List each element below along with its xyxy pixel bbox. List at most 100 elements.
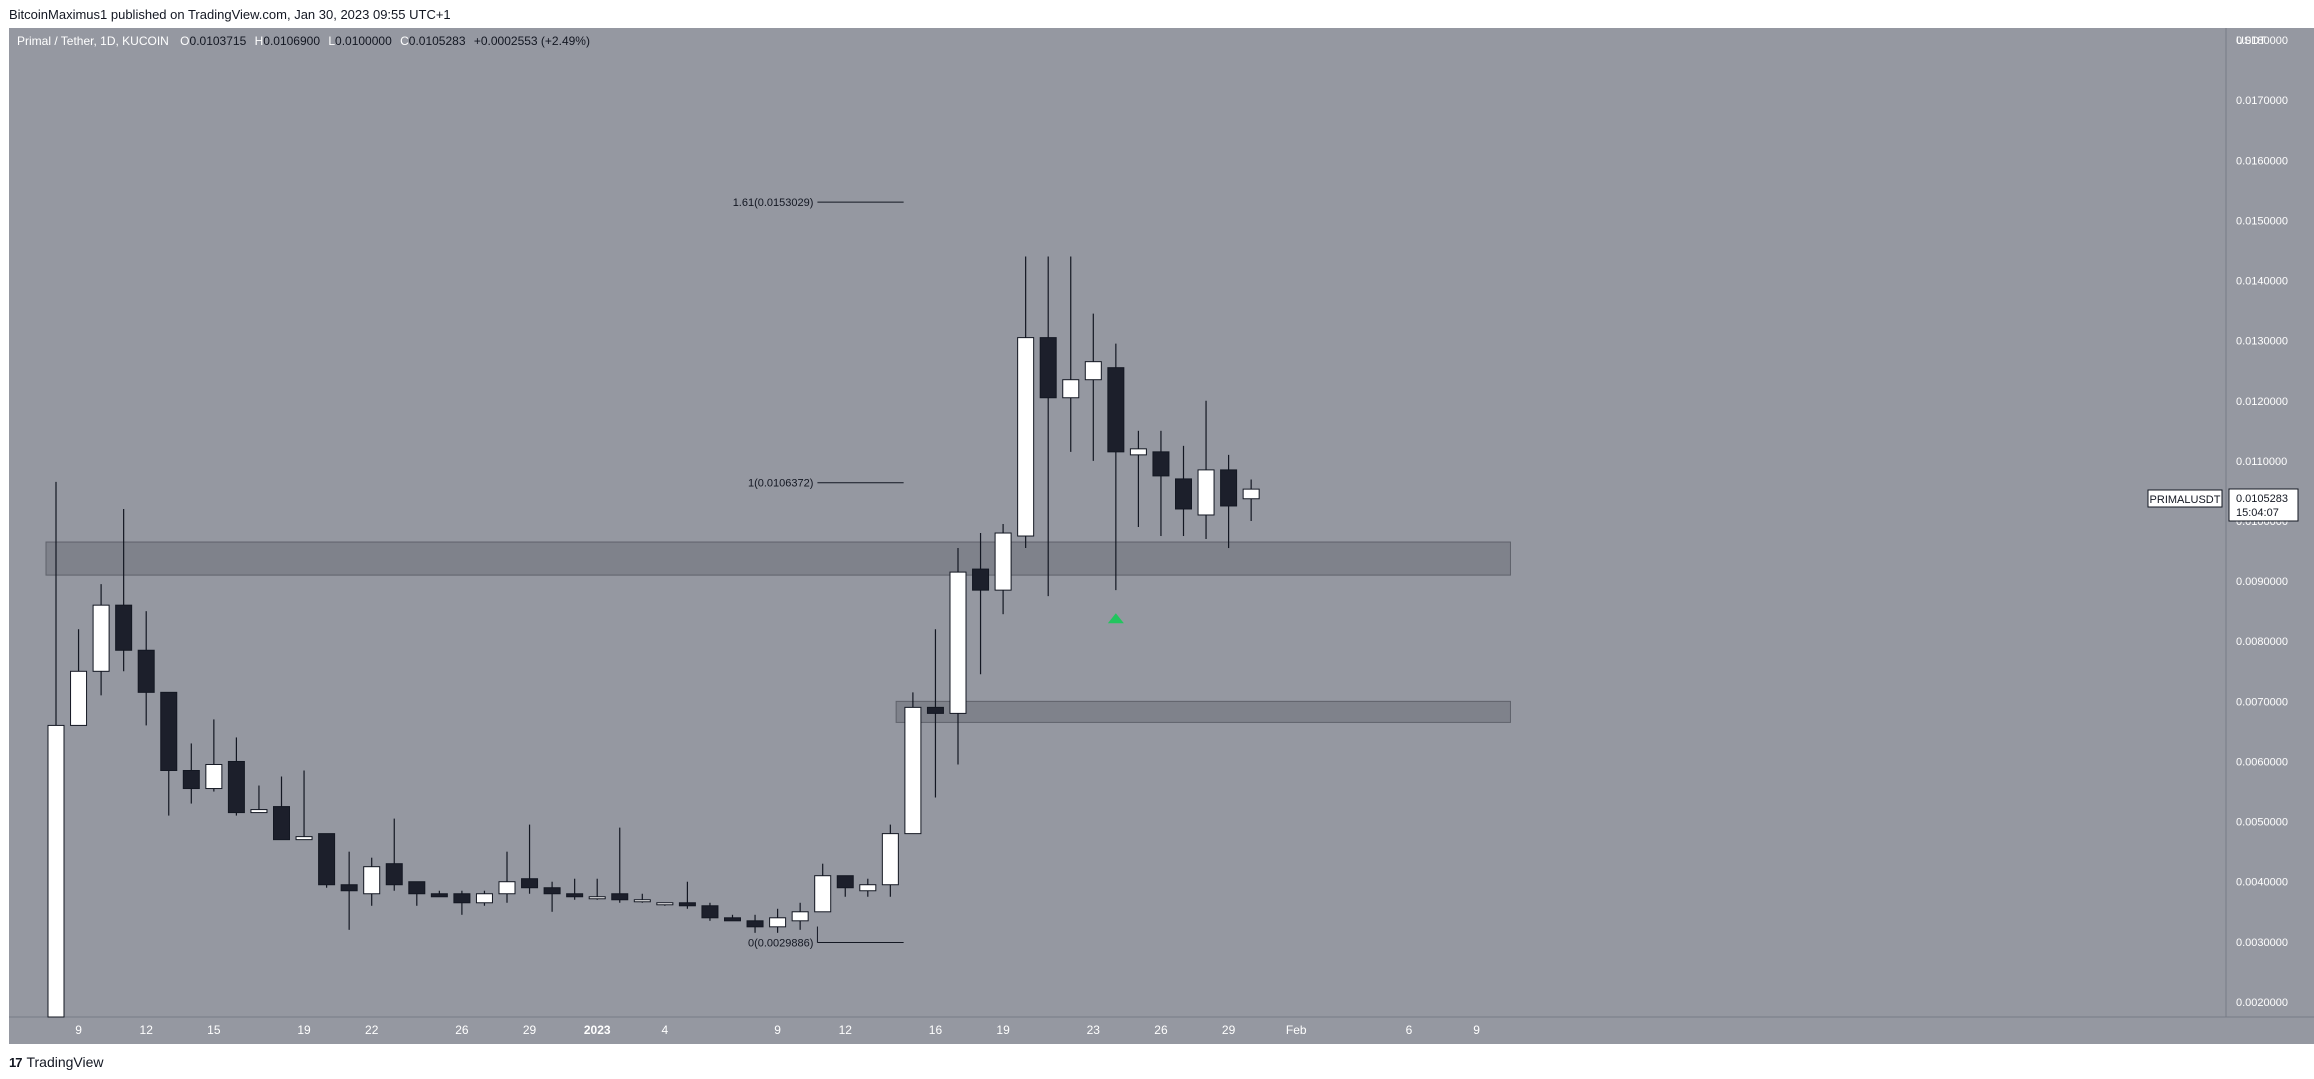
candle <box>227 737 245 816</box>
candle-body <box>949 571 967 714</box>
fib-label: 1(0.0106372) <box>748 478 813 490</box>
candle <box>1197 400 1215 540</box>
candle-body <box>859 884 877 892</box>
candle-body <box>904 706 922 835</box>
time-tick-label: 9 <box>1473 1023 1480 1037</box>
bar-countdown: 15:04:07 <box>2236 507 2279 519</box>
candle <box>566 878 584 900</box>
time-tick-label: 26 <box>1154 1023 1168 1037</box>
candle-body <box>1084 361 1102 381</box>
candle <box>701 902 719 921</box>
tradingview-wordmark: TradingView <box>26 1054 104 1070</box>
candle <box>543 881 561 912</box>
candle <box>724 914 741 922</box>
time-tick-label: Feb <box>1286 1023 1307 1037</box>
legend-close-value: 0.0105283 <box>409 34 466 48</box>
price-tick-label: 0.0130000 <box>2236 336 2288 348</box>
candle-body <box>182 770 200 790</box>
candle <box>453 890 471 915</box>
zone-upper <box>45 541 1511 576</box>
legend-symbol: Primal / Tether, 1D, KUCOIN <box>17 34 169 48</box>
candle-body <box>1242 488 1260 500</box>
price-tick-label: 0.0120000 <box>2236 396 2288 408</box>
fib-label: 0(0.0029886) <box>748 938 813 950</box>
candle <box>611 827 629 903</box>
candle <box>656 902 674 906</box>
candle <box>137 611 155 726</box>
candle-body <box>836 875 854 889</box>
time-tick-label: 12 <box>839 1023 853 1037</box>
candle <box>1129 430 1147 528</box>
candle <box>205 719 223 792</box>
candle-body <box>295 836 313 841</box>
candle <box>385 818 403 891</box>
candle-body <box>92 604 110 672</box>
candle-body <box>881 833 899 886</box>
candle-body <box>318 833 336 886</box>
candle <box>318 833 336 888</box>
legend-high-value: 0.0106900 <box>263 34 320 48</box>
candle <box>160 691 178 816</box>
price-tick-label: 0.0020000 <box>2236 997 2288 1009</box>
price-tick-label: 0.0080000 <box>2236 636 2288 648</box>
candle <box>295 770 313 841</box>
candle <box>273 776 290 841</box>
price-tick-label: 0.0030000 <box>2236 937 2288 949</box>
candle-body <box>227 760 245 814</box>
time-tick-label: 12 <box>140 1023 154 1037</box>
candle-body <box>972 568 990 591</box>
time-tick-label: 2023 <box>584 1023 611 1037</box>
candle <box>475 890 493 906</box>
last-price-tag <box>2228 488 2299 522</box>
candle <box>1062 256 1080 452</box>
candle-body <box>453 893 471 904</box>
candle-body <box>475 893 493 904</box>
candle <box>1107 343 1125 591</box>
candle-body <box>385 863 403 886</box>
time-axis[interactable] <box>9 1017 2314 1044</box>
price-tick-label: 0.0180000 <box>2236 35 2288 47</box>
legend-open-label: O <box>180 34 189 48</box>
candle <box>1242 479 1260 521</box>
candle-body <box>566 893 584 898</box>
support-zones <box>45 541 1511 723</box>
candle <box>363 857 381 906</box>
candle-body <box>137 649 155 693</box>
candle-body <box>1152 451 1170 477</box>
candle-body <box>814 875 832 913</box>
price-tick-label: 0.0160000 <box>2236 155 2288 167</box>
candle-body <box>1175 478 1192 510</box>
candle <box>1017 256 1035 549</box>
candle <box>949 548 967 765</box>
candle-body <box>994 532 1012 591</box>
currency-label: USDT <box>2236 35 2266 47</box>
candle-body <box>521 878 539 889</box>
time-tick-label: 6 <box>1406 1023 1413 1037</box>
price-tick-label: 0.0060000 <box>2236 756 2288 768</box>
arrow-markers <box>1107 613 1124 624</box>
candle-body <box>701 905 719 919</box>
chart-pane[interactable] <box>9 28 2226 1017</box>
candle-body <box>430 893 448 898</box>
candle <box>904 692 922 835</box>
candle <box>521 824 539 894</box>
time-tick-label: 9 <box>774 1023 781 1037</box>
fibonacci-levels: 1.61(0.0153029) 1(0.0106372) 0(0.0029886) <box>733 197 904 950</box>
tradingview-logo[interactable]: 17 TradingView <box>9 1054 104 1070</box>
candle <box>92 584 110 696</box>
candle-body <box>250 809 268 814</box>
candle-body <box>1197 469 1215 516</box>
candle <box>994 524 1012 615</box>
price-tick-label: 0.0070000 <box>2236 696 2288 708</box>
time-tick-label: 4 <box>662 1023 669 1037</box>
candle <box>769 908 787 933</box>
up-arrow-icon <box>1107 613 1124 624</box>
last-price-value: 0.0105283 <box>2236 493 2288 505</box>
candle-body <box>1129 448 1147 456</box>
time-tick-label: 26 <box>455 1023 469 1037</box>
candle <box>588 878 606 900</box>
time-tick-label: 15 <box>207 1023 221 1037</box>
zone-lower <box>895 700 1511 723</box>
price-axis[interactable] <box>2226 28 2314 1017</box>
